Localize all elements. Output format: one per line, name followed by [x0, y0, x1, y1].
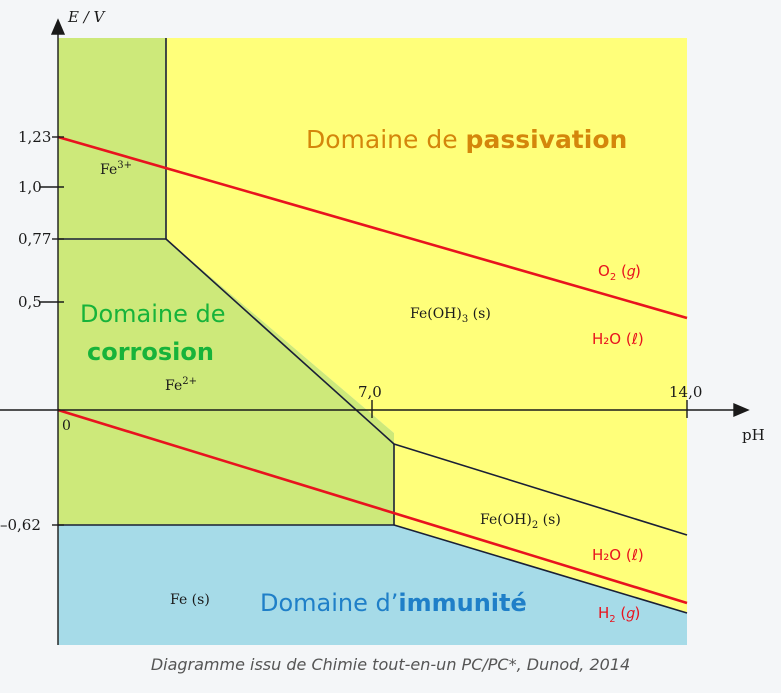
y-tick-label: 1,23: [18, 128, 51, 146]
y-tick-label: –0,62: [0, 516, 41, 534]
axes: [0, 18, 750, 645]
species-fe2: Fe2+: [165, 376, 197, 394]
x-tick-label: 14,0: [669, 383, 702, 401]
o2-h2o-line: [57, 135, 688, 320]
species-fe3: Fe3+: [100, 160, 132, 178]
h2-gas-label: H2 (𝑔): [598, 604, 640, 625]
immunite-prefix: Domaine d’: [260, 589, 398, 617]
x-axis-arrow-icon: [733, 402, 750, 418]
species-feoh2: Fe(OH)2 (s): [480, 512, 561, 531]
y-axis-arrow-icon: [50, 18, 66, 35]
origin-label: 0: [62, 418, 71, 434]
passivation-bold: passivation: [466, 125, 628, 154]
figure-caption: Diagramme issu de Chimie tout-en-un PC/P…: [150, 655, 631, 674]
x-tick-label: 7,0: [358, 383, 382, 401]
passivation-region-lower: [394, 444, 687, 613]
corrosion-domain-label-line2: corrosion: [87, 338, 214, 366]
x-axis-label: pH: [742, 426, 765, 444]
y-tick-label: 0,5: [18, 293, 42, 311]
y-tick-label: 0,77: [18, 230, 51, 248]
species-feoh3: Fe(OH)3 (s): [410, 306, 491, 325]
immunite-region: [58, 525, 687, 645]
h2o-liquid-label-top: H₂O (ℓ): [592, 330, 644, 348]
y-axis-label: E / V: [67, 8, 107, 26]
species-fe-solid: Fe (s): [170, 592, 210, 608]
y-tick-label: 1,0: [18, 178, 42, 196]
passivation-domain-label: Domaine de passivation: [306, 125, 627, 154]
corrosion-region: [58, 38, 394, 525]
fe-feoh2-boundary: [393, 524, 688, 614]
water-labels: O2 (𝑔) H₂O (ℓ) H₂O (ℓ) H2 (𝑔): [592, 262, 644, 625]
feoh3-feoh2-boundary: [393, 443, 688, 536]
stability-boundaries: [58, 38, 688, 614]
immunite-domain-label: Domaine d’immunité: [260, 589, 527, 617]
passivation-region: [166, 38, 687, 535]
o2-gas-label: O2 (𝑔): [598, 262, 641, 283]
h2o-liquid-label-bottom: H₂O (ℓ): [592, 546, 644, 564]
water-lines: [57, 135, 688, 605]
passivation-prefix: Domaine de: [306, 125, 466, 154]
h2o-h2-line: [57, 408, 688, 605]
corrosion-domain-label-line1: Domaine de: [80, 300, 226, 328]
immunite-bold: immunité: [398, 589, 526, 617]
